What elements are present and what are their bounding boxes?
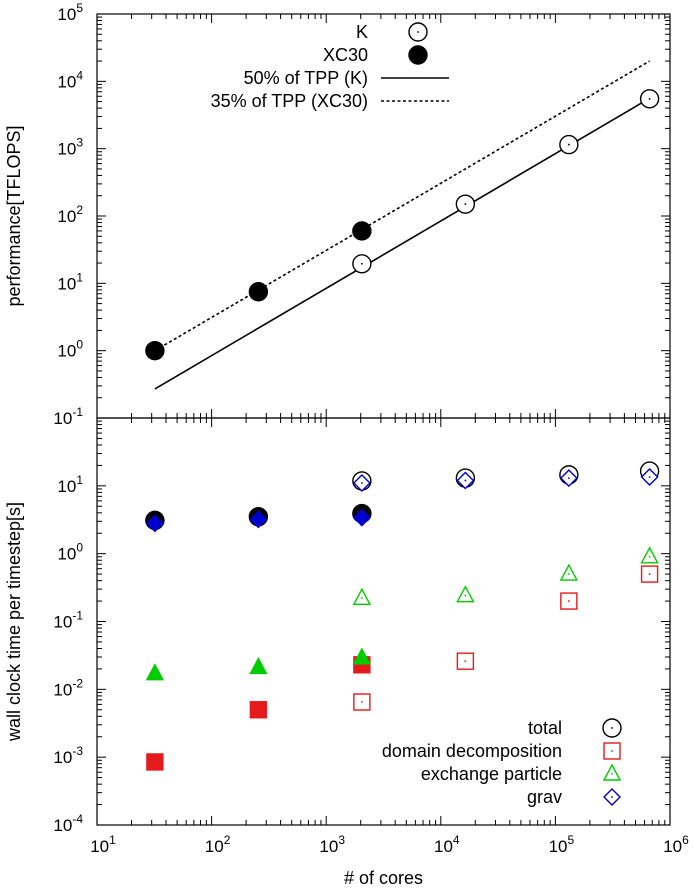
data-point — [352, 647, 372, 665]
x-axis-label: # of cores — [344, 868, 423, 888]
legend-label: K — [356, 22, 368, 42]
data-point — [249, 510, 268, 529]
data-point — [456, 585, 475, 603]
data-point — [249, 656, 268, 675]
legend-label: XC30 — [323, 45, 368, 65]
data-point — [352, 508, 371, 527]
data-point-center-dot — [360, 482, 363, 484]
performance-panel: 10-1 100 101 102 103 104 105 performance[TFLOPS… — [4, 1, 671, 428]
data-point-center-dot — [648, 97, 651, 100]
data-point — [145, 663, 165, 681]
y-axis-label: wall clock time per timestep[s] — [4, 502, 24, 742]
y-tick-label: 104 — [57, 68, 83, 91]
data-point — [146, 753, 164, 771]
y-tick-label: 100 — [57, 338, 83, 361]
data-point — [145, 514, 164, 533]
data-point-center-dot — [648, 555, 651, 558]
data-point-center-dot — [464, 203, 467, 206]
data-point-center-dot — [567, 600, 570, 602]
data-point-center-dot — [360, 701, 363, 703]
x-tick-label: 104 — [434, 833, 460, 856]
fit-line — [154, 60, 650, 352]
legend-label: grav — [527, 787, 562, 807]
legend-marker-center-dot — [611, 727, 613, 729]
x-tick-label: 102 — [205, 833, 231, 856]
y-tick-label: 10-2 — [53, 676, 83, 699]
x-tick-label: 106 — [663, 833, 689, 856]
data-point-center-dot — [360, 262, 363, 265]
wall-clock-panel: 10-4 10-3 10-2 10-1 100 101 101 102 103 104 105 106… — [4, 417, 689, 888]
data-point-center-dot — [567, 477, 570, 480]
legend-marker-center-dot — [611, 750, 613, 752]
data-point-center-dot — [464, 479, 467, 482]
y-tick-label: 105 — [57, 1, 83, 24]
y-axis-label: performance[TFLOPS] — [4, 125, 24, 306]
legend-label: 35% of TPP (XC30) — [211, 91, 368, 111]
data-point-center-dot — [464, 594, 467, 597]
data-point-center-dot — [567, 573, 570, 575]
data-point-center-dot — [360, 597, 363, 600]
plot-frame — [96, 417, 671, 826]
data-point — [352, 587, 372, 605]
y-tick-label: 101 — [57, 473, 83, 496]
y-tick-label: 10-4 — [53, 812, 83, 835]
y-tick-label: 103 — [57, 136, 83, 159]
legend-marker-center-dot — [417, 31, 419, 33]
y-tick-label: 101 — [57, 270, 83, 293]
x-tick-label: 101 — [90, 833, 116, 856]
legend-label: total — [528, 718, 562, 738]
data-point-center-dot — [648, 476, 651, 478]
legend-marker — [408, 45, 428, 65]
legend-marker-center-dot — [611, 796, 613, 798]
legend-label: 50% of TPP (K) — [244, 68, 368, 88]
y-tick-label: 10-1 — [53, 609, 83, 632]
y-tick-label: 100 — [57, 541, 83, 564]
data-point — [559, 563, 579, 581]
legend-marker — [602, 763, 622, 781]
x-tick-label: 105 — [549, 833, 575, 856]
y-tick-label: 102 — [57, 203, 83, 226]
data-point — [248, 282, 269, 302]
legend-label: domain decomposition — [382, 741, 562, 761]
legend-marker-center-dot — [611, 773, 613, 775]
x-tick-label: 103 — [319, 833, 345, 856]
data-point-center-dot — [648, 573, 651, 575]
y-tick-label: 10-3 — [53, 744, 83, 767]
data-point — [640, 546, 659, 564]
data-point — [352, 221, 372, 241]
data-point-center-dot — [567, 143, 570, 146]
legend-label: exchange particle — [421, 764, 562, 784]
data-point — [249, 701, 268, 719]
data-point-center-dot — [464, 660, 467, 663]
data-point — [145, 340, 165, 361]
y-tick-label: 10-1 — [53, 405, 83, 428]
